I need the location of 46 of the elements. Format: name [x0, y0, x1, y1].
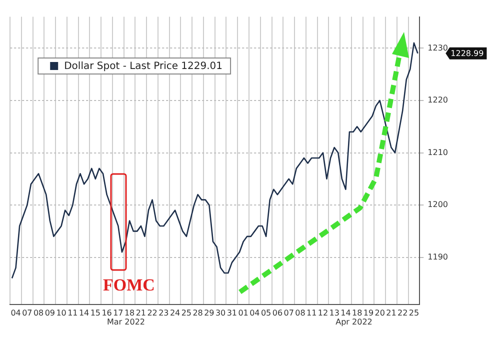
x-tick-label: 11 [68, 308, 78, 318]
text: 1228.99 [450, 48, 484, 58]
x-tick-label: 28 [192, 308, 203, 318]
x-tick-label: 14 [340, 308, 351, 318]
legend-label: Dollar Spot - Last Price 1229.01 [64, 61, 223, 72]
x-tick-label: 30 [215, 308, 226, 318]
x-tick-label: 29 [204, 308, 214, 318]
x-tick-label: 24 [170, 308, 180, 318]
x-tick-label: 21 [386, 308, 396, 318]
text: Mar 2022 [107, 317, 145, 326]
y-tick-label: 1210 [428, 148, 448, 157]
x-tick-label: 04 [10, 308, 21, 318]
x-tick-label: 22 [147, 308, 158, 318]
y-tick-label: 1220 [428, 96, 448, 105]
x-tick-label: 04 [250, 308, 260, 318]
x-tick-label: 11 [306, 308, 317, 318]
x-tick-label: 23 [158, 308, 169, 318]
x-tick-label: 18 [124, 308, 135, 318]
x-tick-label: 17 [113, 308, 124, 318]
x-tick-label: 01 [238, 308, 248, 318]
x-tick-label: 08 [295, 308, 306, 318]
x-tick-label: 25 [408, 308, 420, 318]
x-tick-label: 12 [318, 308, 328, 318]
x-tick-label: 25 [181, 308, 192, 318]
y-tick-label: 1230 [428, 43, 448, 52]
x-tick-label: 06 [272, 308, 283, 318]
x-tick-label: 10 [56, 308, 66, 318]
x-tick-label: 22 [397, 308, 408, 318]
y-tick-label: 1200 [428, 200, 448, 210]
y-tick-label: 1190 [428, 252, 448, 262]
x-tick-label: 07 [284, 308, 294, 318]
x-tick-label: 20 [374, 308, 385, 318]
x-tick-label: 13 [329, 308, 340, 318]
x-tick-label: 07 [22, 308, 32, 318]
x-tick-label: 08 [33, 308, 44, 318]
annotation: FOMC [103, 275, 155, 294]
x-tick-label: 14 [78, 308, 90, 318]
x-tick-label: 21 [136, 308, 146, 318]
x-tick-label: 16 [102, 308, 112, 318]
x-tick-label: 15 [90, 308, 101, 318]
x-tick-label: 09 [44, 308, 56, 318]
x-tick-label: 18 [352, 308, 362, 318]
x-tick-label: 31 [226, 308, 238, 318]
x-tick-label: 19 [363, 308, 374, 318]
text: Apr 2022 [336, 317, 372, 326]
x-tick-label: 05 [260, 308, 272, 318]
